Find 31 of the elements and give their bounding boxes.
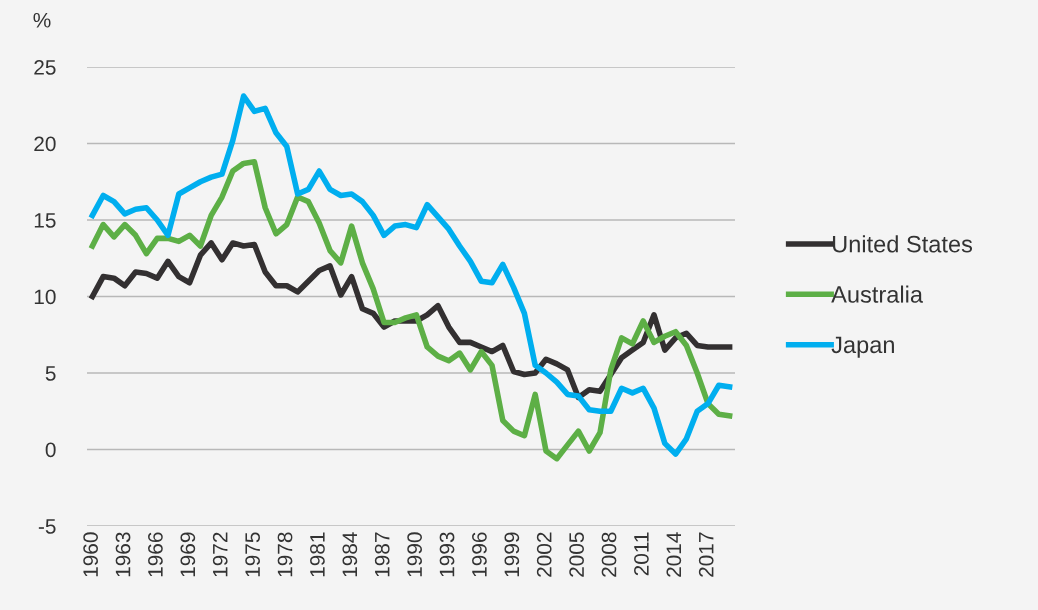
- y-tick-label: 10: [34, 289, 56, 305]
- y-tick-label: -5: [38, 519, 56, 534]
- x-tick-label: 2011: [634, 532, 649, 576]
- legend-label: Japan: [831, 336, 894, 358]
- legend-label: United States: [832, 235, 973, 253]
- x-tick-label: 1978: [277, 532, 293, 577]
- legend-label: Australia: [831, 285, 924, 303]
- x-tick-label: 2014: [666, 532, 682, 577]
- x-tick-label: 2017: [698, 532, 714, 577]
- x-tick-label: 1981: [310, 532, 325, 577]
- y-tick-label: 0: [45, 442, 56, 458]
- x-tick-label: 1960: [83, 532, 98, 577]
- x-tick-label: 1966: [148, 532, 163, 577]
- y-axis-title: %: [33, 12, 51, 28]
- x-tick-label: 2002: [536, 532, 552, 577]
- x-tick-label: 1993: [439, 532, 455, 577]
- x-tick-label: 1972: [212, 532, 228, 577]
- y-tick-label: 5: [45, 366, 56, 381]
- x-tick-label: 1987: [374, 532, 390, 577]
- y-tick-label: 25: [34, 60, 56, 75]
- x-tick-label: 1999: [504, 532, 520, 577]
- x-tick-label: 1969: [180, 532, 196, 577]
- x-tick-label: 2008: [601, 532, 617, 577]
- x-tick-label: 2005: [569, 532, 584, 577]
- y-tick-label: 15: [34, 213, 56, 228]
- x-tick-label: 1963: [115, 532, 131, 577]
- x-tick-label: 1984: [342, 532, 358, 577]
- x-tick-label: 1975: [245, 532, 260, 577]
- x-tick-label: 1996: [472, 532, 487, 577]
- x-tick-label: 1990: [407, 532, 422, 577]
- y-tick-label: 20: [34, 136, 56, 152]
